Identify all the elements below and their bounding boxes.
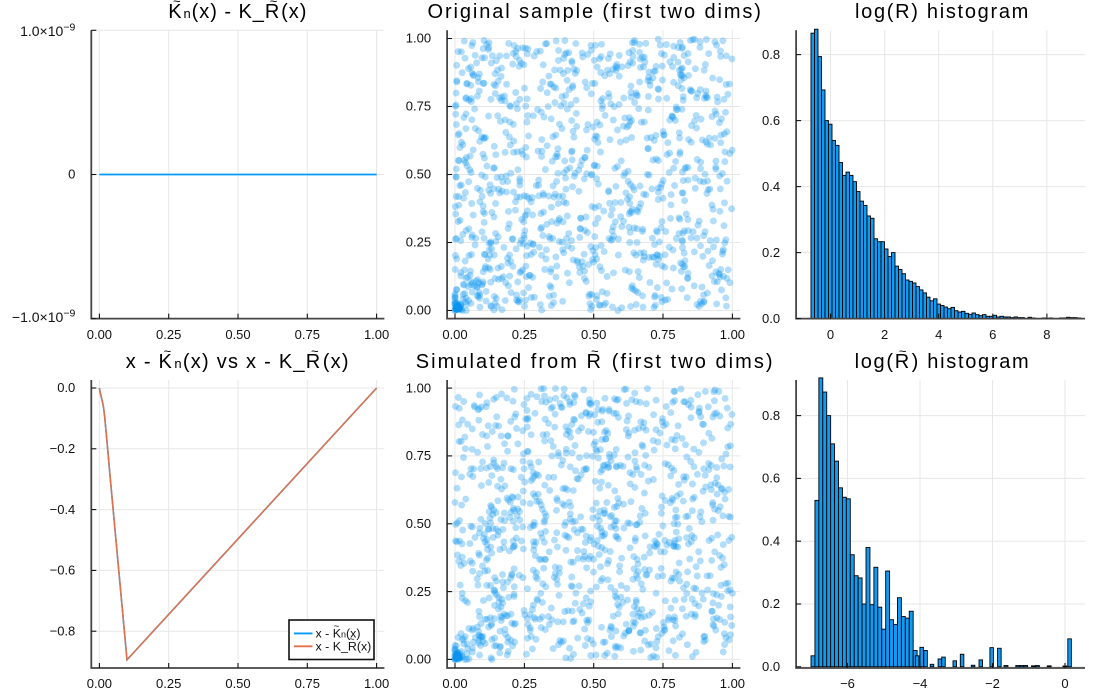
svg-text:0.50: 0.50 (225, 327, 250, 342)
svg-text:0.50: 0.50 (406, 167, 431, 182)
svg-text:0.0: 0.0 (57, 380, 75, 395)
svg-text:0.50: 0.50 (406, 516, 431, 531)
svg-text:−2: −2 (985, 676, 1000, 691)
svg-text:0.2: 0.2 (762, 245, 780, 260)
svg-text:1.00: 1.00 (364, 327, 389, 342)
svg-text:0.8: 0.8 (762, 47, 780, 62)
svg-text:−6: −6 (840, 676, 855, 691)
svg-text:4: 4 (935, 327, 942, 342)
svg-text:x - K~n(x): x - K~n(x) (316, 622, 361, 641)
svg-text:0.0: 0.0 (762, 659, 780, 674)
svg-text:0.25: 0.25 (156, 676, 181, 691)
svg-text:1.00: 1.00 (364, 676, 389, 691)
svg-text:0.75: 0.75 (295, 676, 320, 691)
svg-text:Original sample (first two dim: Original sample (first two dims) (428, 1, 763, 23)
svg-text:1.00: 1.00 (720, 327, 745, 342)
svg-text:0: 0 (827, 327, 834, 342)
svg-text:0.75: 0.75 (650, 676, 675, 691)
svg-text:0.0: 0.0 (762, 311, 780, 326)
svg-text:1.00: 1.00 (720, 676, 745, 691)
svg-text:0.25: 0.25 (156, 327, 181, 342)
svg-text:0.25: 0.25 (512, 327, 537, 342)
svg-text:0.6: 0.6 (762, 113, 780, 128)
svg-text:x - K_R~(x): x - K_R~ (x) (316, 635, 372, 654)
svg-text:6: 6 (989, 327, 996, 342)
svg-text:−1.0×10−9: −1.0×10−9 (12, 308, 76, 326)
svg-text:0.75: 0.75 (406, 448, 431, 463)
svg-text:−0.4: −0.4 (50, 502, 76, 517)
svg-text:1.00: 1.00 (406, 31, 431, 46)
svg-text:0.2: 0.2 (762, 596, 780, 611)
svg-text:0.00: 0.00 (442, 676, 467, 691)
svg-text:0.4: 0.4 (762, 179, 780, 194)
svg-text:0.00: 0.00 (87, 676, 112, 691)
svg-text:0.6: 0.6 (762, 471, 780, 486)
svg-text:0: 0 (1061, 676, 1068, 691)
svg-text:0.25: 0.25 (406, 235, 431, 250)
svg-text:−0.2: −0.2 (50, 441, 76, 456)
svg-text:0.75: 0.75 (406, 99, 431, 114)
svg-text:2: 2 (881, 327, 888, 342)
svg-text:−0.8: −0.8 (50, 623, 76, 638)
svg-text:0: 0 (68, 167, 75, 182)
svg-text:−4: −4 (913, 676, 928, 691)
svg-text:1.0×10−9: 1.0×10−9 (20, 21, 75, 39)
svg-text:0.00: 0.00 (442, 327, 467, 342)
svg-text:1.00: 1.00 (406, 380, 431, 395)
svg-text:8: 8 (1043, 327, 1050, 342)
svg-text:K~n(x) - K_R~(x): K~n(x) - K_R~ (x) (168, 0, 307, 23)
svg-text:0.00: 0.00 (406, 652, 431, 667)
svg-text:0.25: 0.25 (406, 584, 431, 599)
svg-text:0.50: 0.50 (581, 327, 606, 342)
svg-text:0.50: 0.50 (225, 676, 250, 691)
svg-text:0.00: 0.00 (87, 327, 112, 342)
svg-text:0.25: 0.25 (512, 676, 537, 691)
svg-text:log(R) histogram: log(R) histogram (855, 1, 1030, 23)
svg-text:0.00: 0.00 (406, 303, 431, 318)
svg-text:0.4: 0.4 (762, 533, 780, 548)
svg-text:0.50: 0.50 (581, 676, 606, 691)
svg-text:0.75: 0.75 (650, 327, 675, 342)
svg-text:0.75: 0.75 (295, 327, 320, 342)
svg-text:−0.6: −0.6 (50, 563, 76, 578)
svg-text:0.8: 0.8 (762, 408, 780, 423)
